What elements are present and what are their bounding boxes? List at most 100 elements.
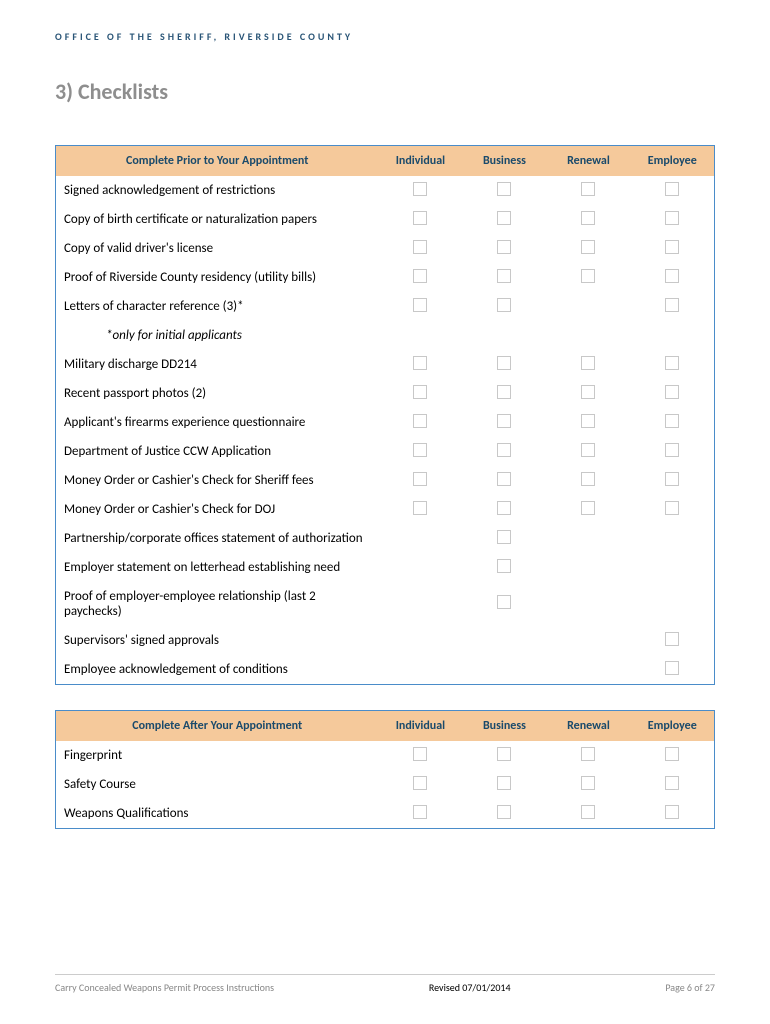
page-header: OFFICE OF THE SHERIFF, RIVERSIDE COUNTY: [55, 30, 715, 43]
footer-left: Carry Concealed Weapons Permit Process I…: [55, 981, 274, 994]
row-label: Copy of birth certificate or naturalizat…: [56, 205, 379, 234]
note-text: *only for initial applicants: [56, 321, 715, 350]
checkbox[interactable]: [413, 805, 427, 819]
footer-right: Page 6 of 27: [665, 981, 715, 994]
checkbox[interactable]: [665, 211, 679, 225]
check-cell: [462, 379, 546, 408]
check-cell: [462, 466, 546, 495]
check-cell: [378, 292, 462, 321]
checkbox[interactable]: [497, 298, 511, 312]
checkbox[interactable]: [497, 414, 511, 428]
check-cell: [630, 379, 714, 408]
check-cell: [630, 553, 714, 582]
checkbox[interactable]: [581, 805, 595, 819]
checkbox[interactable]: [581, 414, 595, 428]
checkbox[interactable]: [665, 747, 679, 761]
checkbox[interactable]: [413, 443, 427, 457]
check-cell: [630, 292, 714, 321]
check-cell: [462, 626, 546, 655]
table2-title: Complete After Your Appointment: [56, 711, 379, 742]
checkbox[interactable]: [665, 356, 679, 370]
checkbox[interactable]: [413, 414, 427, 428]
check-cell: [546, 524, 630, 553]
checkbox[interactable]: [497, 595, 511, 609]
row-label: Copy of valid driver's license: [56, 234, 379, 263]
checkbox[interactable]: [581, 356, 595, 370]
checkbox[interactable]: [497, 559, 511, 573]
check-cell: [378, 524, 462, 553]
checkbox[interactable]: [665, 501, 679, 515]
col-renewal: Renewal: [546, 711, 630, 742]
checkbox[interactable]: [665, 805, 679, 819]
checkbox[interactable]: [581, 240, 595, 254]
check-cell: [546, 655, 630, 685]
checkbox[interactable]: [665, 776, 679, 790]
checkbox[interactable]: [413, 182, 427, 196]
check-cell: [378, 582, 462, 626]
checkbox[interactable]: [497, 805, 511, 819]
checkbox[interactable]: [497, 501, 511, 515]
checkbox[interactable]: [413, 240, 427, 254]
checkbox[interactable]: [413, 298, 427, 312]
checkbox[interactable]: [497, 443, 511, 457]
checkbox[interactable]: [497, 211, 511, 225]
checkbox[interactable]: [497, 356, 511, 370]
check-cell: [546, 626, 630, 655]
checkbox[interactable]: [665, 240, 679, 254]
row-label: Military discharge DD214: [56, 350, 379, 379]
checkbox[interactable]: [413, 211, 427, 225]
checkbox[interactable]: [665, 661, 679, 675]
checkbox[interactable]: [497, 747, 511, 761]
checkbox[interactable]: [413, 269, 427, 283]
checkbox[interactable]: [413, 501, 427, 515]
check-cell: [630, 524, 714, 553]
col-renewal: Renewal: [546, 146, 630, 177]
checkbox[interactable]: [665, 182, 679, 196]
check-cell: [462, 176, 546, 205]
check-cell: [378, 741, 462, 770]
checkbox[interactable]: [497, 385, 511, 399]
checkbox[interactable]: [413, 776, 427, 790]
checkbox[interactable]: [497, 240, 511, 254]
check-cell: [546, 553, 630, 582]
check-cell: [378, 350, 462, 379]
checkbox[interactable]: [497, 269, 511, 283]
check-cell: [630, 437, 714, 466]
checkbox[interactable]: [581, 776, 595, 790]
checkbox[interactable]: [581, 472, 595, 486]
checkbox[interactable]: [581, 443, 595, 457]
checkbox[interactable]: [581, 269, 595, 283]
checkbox[interactable]: [413, 472, 427, 486]
checkbox[interactable]: [665, 414, 679, 428]
checkbox[interactable]: [581, 747, 595, 761]
row-label: Applicant's firearms experience question…: [56, 408, 379, 437]
checkbox[interactable]: [581, 182, 595, 196]
checkbox[interactable]: [413, 356, 427, 370]
checkbox[interactable]: [665, 385, 679, 399]
checkbox[interactable]: [665, 298, 679, 312]
checkbox[interactable]: [497, 776, 511, 790]
check-cell: [630, 495, 714, 524]
checkbox[interactable]: [665, 443, 679, 457]
check-cell: [546, 263, 630, 292]
checkbox[interactable]: [665, 632, 679, 646]
check-cell: [462, 234, 546, 263]
checkbox[interactable]: [665, 269, 679, 283]
check-cell: [546, 234, 630, 263]
checkbox[interactable]: [581, 501, 595, 515]
col-business: Business: [462, 711, 546, 742]
check-cell: [378, 205, 462, 234]
checkbox[interactable]: [497, 182, 511, 196]
row-label: Letters of character reference (3)*: [56, 292, 379, 321]
checkbox[interactable]: [581, 211, 595, 225]
checkbox[interactable]: [413, 385, 427, 399]
check-cell: [546, 466, 630, 495]
checkbox[interactable]: [497, 472, 511, 486]
checkbox[interactable]: [581, 385, 595, 399]
checkbox[interactable]: [497, 530, 511, 544]
row-label: Money Order or Cashier's Check for DOJ: [56, 495, 379, 524]
checkbox[interactable]: [665, 472, 679, 486]
row-label: Employer statement on letterhead establi…: [56, 553, 379, 582]
checkbox[interactable]: [413, 747, 427, 761]
check-cell: [546, 379, 630, 408]
